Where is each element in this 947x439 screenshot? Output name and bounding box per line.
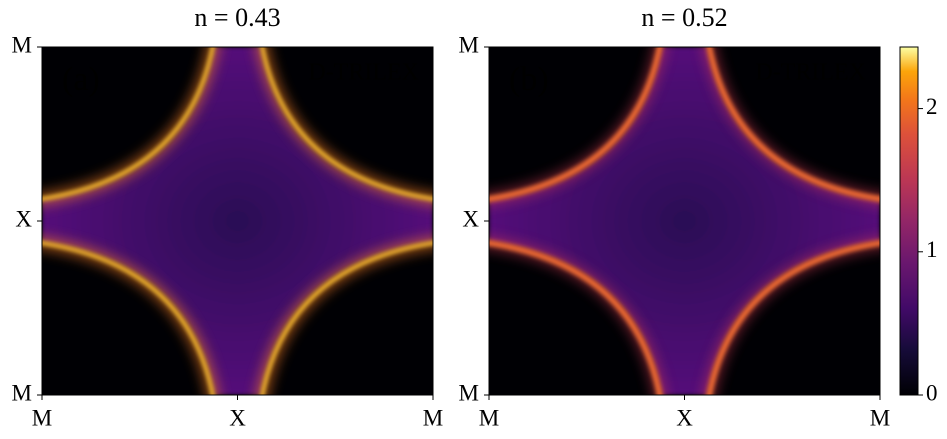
x-tick-label: X xyxy=(676,405,693,430)
ridge xyxy=(489,47,663,202)
y-tick-label: M xyxy=(459,380,479,405)
heatmap xyxy=(489,47,880,395)
heatmap xyxy=(42,47,433,395)
method-label: D-TRILEX xyxy=(755,60,866,86)
x-tick-label: M xyxy=(32,405,52,430)
ridge xyxy=(42,47,215,201)
panel-label: (b) xyxy=(509,61,549,98)
x-tick-label: M xyxy=(479,405,499,430)
ridge xyxy=(489,240,663,395)
x-tick-label: X xyxy=(229,405,246,430)
y-tick-label: M xyxy=(12,32,32,57)
colorbar-tick-label: 1 xyxy=(926,237,938,262)
panel-title: n = 0.43 xyxy=(194,3,280,32)
method-label: D-TRILEX xyxy=(308,60,419,86)
colorbar-tick-label: 0 xyxy=(926,380,938,405)
y-tick-label: X xyxy=(15,206,32,231)
panel-label: (a) xyxy=(62,61,100,98)
y-tick-label: M xyxy=(459,32,479,57)
ridge xyxy=(706,47,880,202)
ridge xyxy=(706,240,880,395)
core-region xyxy=(489,47,880,395)
ridge xyxy=(260,47,433,201)
x-tick-label: M xyxy=(423,405,443,430)
panel-title: n = 0.52 xyxy=(641,3,727,32)
ridge xyxy=(260,241,433,395)
y-tick-label: X xyxy=(462,206,479,231)
colorbar xyxy=(899,46,919,396)
colorbar-tick-label: 2 xyxy=(926,94,938,119)
ridge xyxy=(42,241,215,395)
y-tick-label: M xyxy=(12,380,32,405)
core-region xyxy=(42,47,433,395)
x-tick-label: M xyxy=(870,405,890,430)
